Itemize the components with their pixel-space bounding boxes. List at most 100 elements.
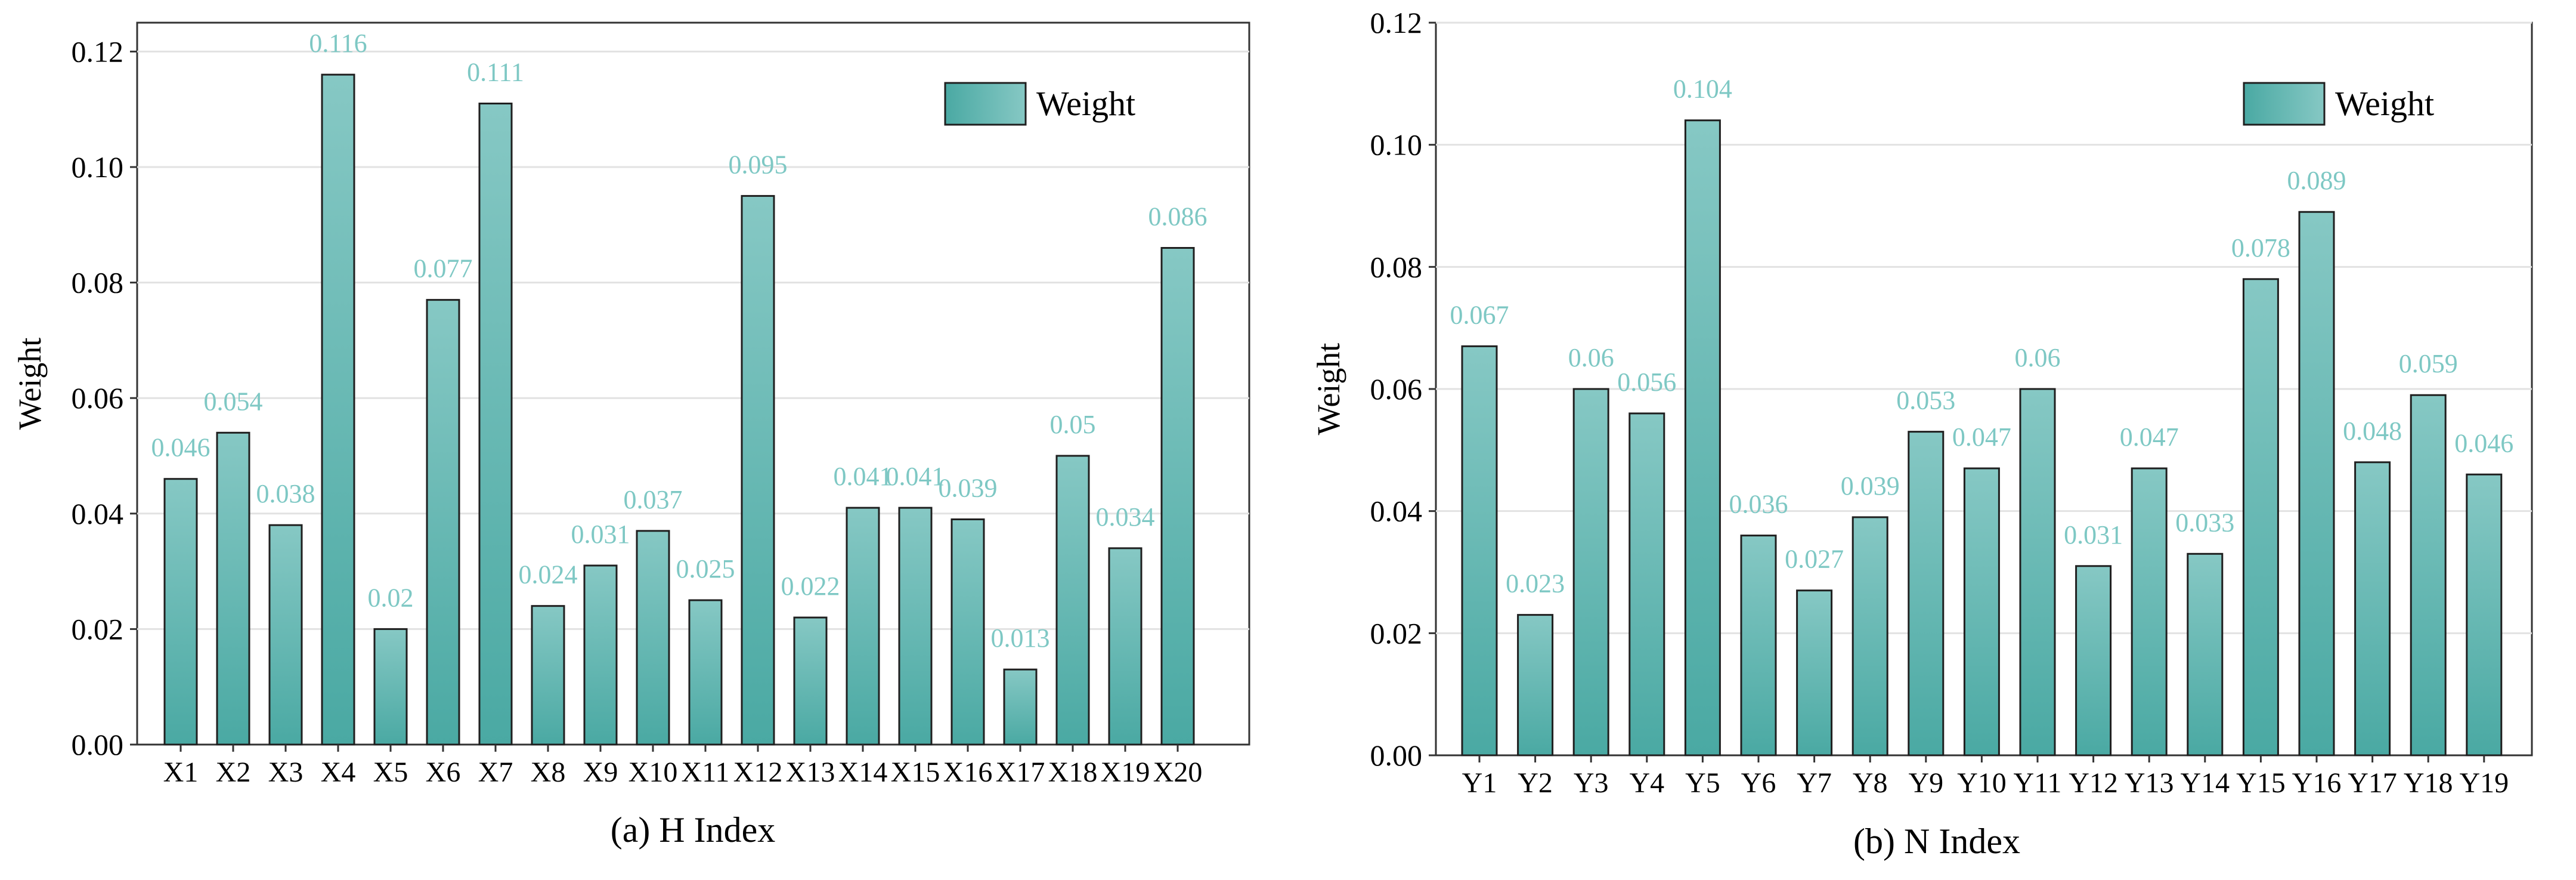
data-label-X10: 0.037	[624, 485, 683, 514]
bar-Y18	[2410, 394, 2447, 757]
x-tick-label: X3	[268, 757, 304, 788]
x-tick-label: X13	[786, 757, 835, 788]
bar-X2	[216, 431, 250, 746]
x-tick-label: X4	[321, 757, 356, 788]
data-label-Y14: 0.033	[2175, 508, 2234, 537]
bar-X17	[1003, 668, 1038, 746]
x-tick-label: Y7	[1797, 767, 1832, 799]
bar-Y14	[2187, 552, 2224, 757]
data-label-X3: 0.038	[256, 479, 315, 508]
data-label-Y4: 0.056	[1617, 368, 1676, 397]
bar-X19	[1108, 547, 1143, 746]
data-label-Y12: 0.031	[2064, 520, 2123, 549]
x-tick-label: Y5	[1685, 767, 1720, 799]
y-tick-label: 0.06	[72, 381, 124, 415]
data-label-Y17: 0.048	[2343, 416, 2402, 446]
x-tick-label: X16	[943, 757, 993, 788]
x-tick-label: Y17	[2348, 767, 2397, 799]
bar-Y17	[2354, 461, 2391, 757]
legend-b: Weight	[2243, 82, 2434, 126]
y-tick-label: 0.02	[1370, 616, 1423, 650]
data-label-Y18: 0.059	[2399, 349, 2458, 378]
data-label-X13: 0.022	[781, 572, 840, 601]
data-label-Y2: 0.023	[1506, 569, 1565, 598]
bar-X11	[688, 599, 723, 746]
bar-X5	[373, 628, 408, 746]
legend-a: Weight	[944, 82, 1135, 126]
data-label-X6: 0.077	[414, 254, 473, 283]
bar-X7	[478, 103, 513, 746]
x-tick-label: X8	[531, 757, 566, 788]
data-label-Y8: 0.039	[1841, 471, 1900, 501]
data-label-Y7: 0.027	[1785, 545, 1844, 574]
caption-a: (a) H Index	[611, 810, 776, 850]
bar-Y10	[1963, 467, 2000, 757]
bar-Y2	[1517, 614, 1554, 757]
bars-b: 0.0670.0230.060.0560.1040.0360.0270.0390…	[1450, 75, 2513, 757]
data-label-X2: 0.054	[204, 387, 263, 416]
y-axis-label-b: Weight	[1311, 343, 1346, 436]
bar-X15	[898, 507, 933, 746]
data-label-X9: 0.031	[571, 520, 630, 549]
y-tick-label: 0.08	[1370, 250, 1423, 283]
x-tick-label: X17	[996, 757, 1045, 788]
x-axis-a: X1 X2 X3 X4 X5 X6 X7 X8 X9 X10 X11 X12 X13 X14 X15 X16 X…	[163, 745, 1202, 788]
bar-X18	[1055, 455, 1090, 746]
data-label-X7: 0.111	[467, 58, 524, 87]
y-tick-label: 0.12	[72, 35, 124, 68]
data-label-X16: 0.039	[939, 473, 998, 502]
x-tick-label: Y2	[1518, 767, 1553, 799]
data-label-Y11: 0.06	[2015, 343, 2061, 372]
chart-panel-b: 0.0670.0230.060.0560.1040.0360.0270.0390…	[1311, 6, 2533, 861]
y-tick-label: 0.06	[1370, 372, 1423, 406]
data-label-Y10: 0.047	[1952, 422, 2011, 452]
bar-Y11	[2019, 388, 2056, 757]
y-tick-label: 0.12	[1370, 6, 1423, 39]
x-tick-label: Y16	[2292, 767, 2342, 799]
x-tick-label: X18	[1048, 757, 1098, 788]
data-label-X15: 0.041	[886, 462, 945, 491]
bar-Y6	[1740, 535, 1777, 757]
legend-swatch-a	[944, 82, 1027, 126]
x-tick-label: X10	[628, 757, 678, 788]
x-tick-label: Y15	[2236, 767, 2286, 799]
y-tick-label: 0.04	[1370, 495, 1423, 528]
bar-X10	[636, 530, 670, 746]
bar-X8	[531, 605, 565, 746]
data-label-Y6: 0.036	[1729, 490, 1788, 519]
x-tick-label: Y11	[2014, 767, 2062, 799]
bar-Y9	[1908, 431, 1945, 757]
data-label-X12: 0.095	[729, 150, 788, 179]
y-tick-label: 0.04	[72, 497, 124, 530]
y-tick-label: 0.00	[72, 728, 124, 761]
data-label-Y1: 0.067	[1450, 300, 1509, 329]
x-tick-label: Y8	[1853, 767, 1888, 799]
bar-Y3	[1572, 388, 1609, 757]
bar-X12	[741, 194, 775, 746]
data-label-Y19: 0.046	[2454, 428, 2513, 458]
x-tick-label: Y3	[1574, 767, 1609, 799]
legend-swatch-b	[2243, 82, 2326, 126]
data-label-X1: 0.046	[151, 433, 210, 462]
y-tick-label: 0.10	[72, 150, 124, 184]
bar-X3	[268, 524, 303, 746]
bar-Y13	[2131, 467, 2168, 757]
x-tick-label: Y14	[2180, 767, 2230, 799]
x-tick-label: X1	[163, 757, 199, 788]
data-label-Y3: 0.06	[1568, 343, 1614, 372]
data-label-Y16: 0.089	[2287, 166, 2346, 195]
data-label-X11: 0.025	[676, 554, 735, 583]
x-tick-label: Y9	[1908, 767, 1943, 799]
data-label-Y15: 0.078	[2231, 233, 2290, 263]
bar-X16	[950, 518, 985, 746]
x-tick-label: Y4	[1629, 767, 1664, 799]
bar-Y12	[2075, 565, 2112, 757]
x-tick-label: Y10	[1957, 767, 2007, 799]
x-tick-label: Y19	[2459, 767, 2509, 799]
x-axis-b: Y1 Y2 Y3 Y4 Y5 Y6 Y7 Y8 Y9 Y10 Y11 Y12 Y13 Y14 Y15 Y16 Y…	[1462, 755, 2509, 799]
x-tick-label: X15	[891, 757, 940, 788]
data-label-X14: 0.041	[834, 462, 893, 491]
data-label-Y13: 0.047	[2120, 422, 2179, 452]
legend-label-b: Weight	[2335, 84, 2434, 123]
bar-X6	[426, 299, 460, 746]
